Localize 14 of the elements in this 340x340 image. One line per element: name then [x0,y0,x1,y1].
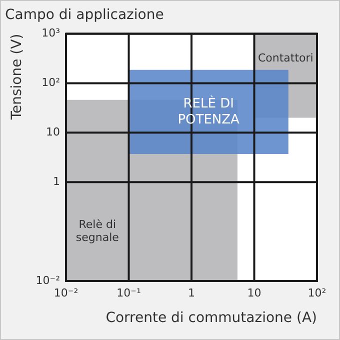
series-label: Relè di segnale [76,218,120,244]
x-tick-label: 10² [308,286,326,300]
x-tick-label: 10 [247,286,262,300]
y-tick-label: 10³ [42,26,60,40]
y-axis-title: Tensione (V) [9,34,26,121]
x-tick-label: 1 [188,286,196,300]
x-tick-label: 10⁻¹ [116,286,141,300]
y-tick-label: 1 [53,174,60,188]
y-tick-label: 10 [46,126,60,139]
y-tick-label: 10⁻² [36,274,60,287]
x-axis-title: Corrente di commutazione (A) [106,310,317,326]
chart-title: Campo di applicazione [5,7,164,24]
y-tick-label: 10² [42,76,60,90]
series-label: Contattori [258,51,314,64]
